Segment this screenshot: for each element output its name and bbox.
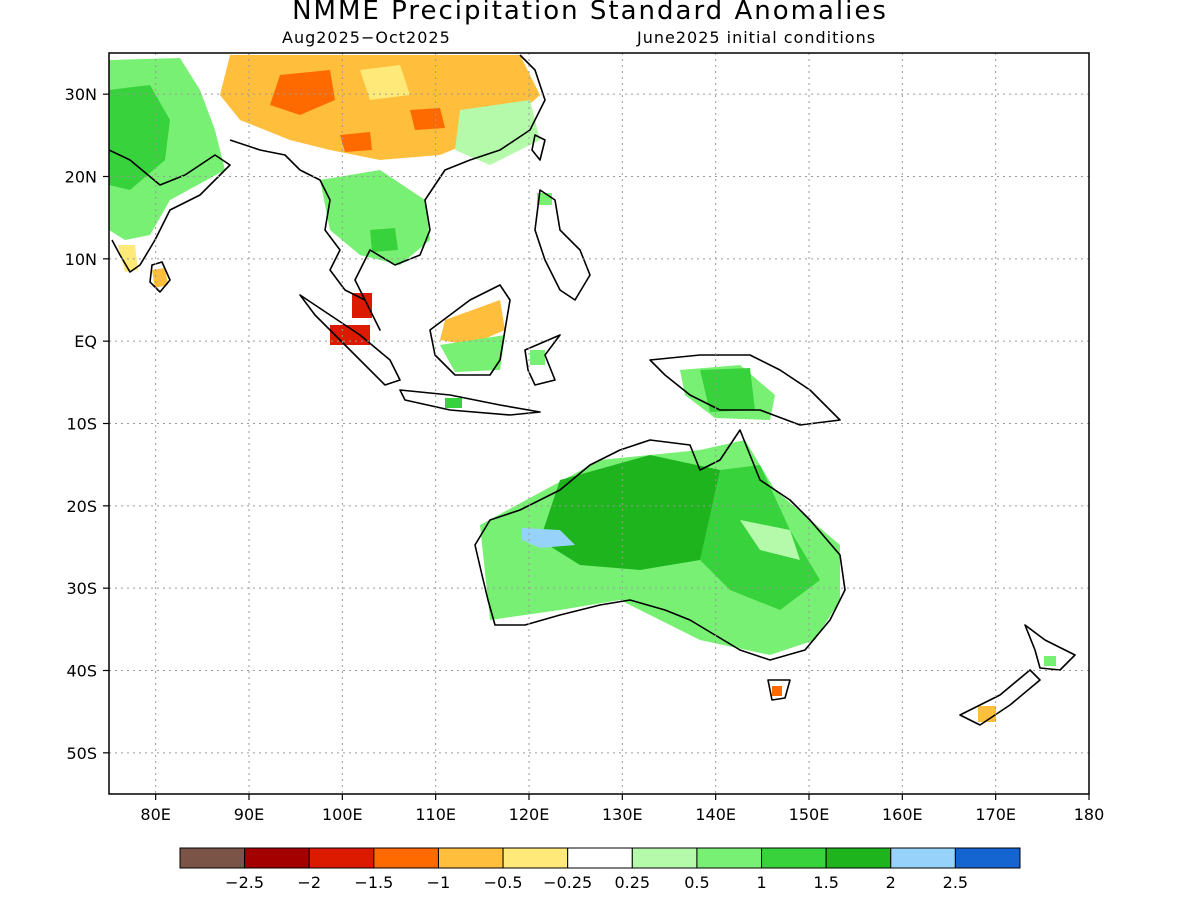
legend-swatch	[437, 847, 504, 869]
lat-tick-label: 20N	[65, 168, 97, 187]
india-coast	[109, 149, 231, 273]
lon-tick-label: 150E	[789, 805, 830, 824]
legend-swatch	[373, 847, 439, 869]
legend-swatch	[954, 847, 1021, 869]
legend-swatch	[308, 847, 375, 869]
legend-swatch	[631, 847, 698, 869]
borneo-coast	[429, 284, 511, 376]
philippines-coast	[534, 189, 591, 301]
sulawesi-coast	[524, 334, 561, 386]
lon-tick-label: 170E	[975, 805, 1016, 824]
legend-label: 2.5	[943, 873, 968, 892]
lat-tick-label: EQ	[74, 332, 97, 351]
lon-tick-label: 180	[1074, 805, 1105, 824]
tasmania-coast	[767, 679, 791, 701]
sumatra-coast	[299, 294, 401, 386]
india-wet-core	[109, 85, 170, 190]
mainland-se-asia-coast	[229, 54, 546, 331]
valid-period: Aug2025−Oct2025	[282, 28, 451, 47]
legend-label: −1.5	[354, 873, 393, 892]
nz-wet	[1044, 656, 1056, 666]
lat-tick-label: 30N	[65, 85, 97, 104]
south-china-wet	[455, 100, 540, 165]
legend-label: 1	[756, 873, 766, 892]
legend-swatch	[761, 847, 827, 869]
lon-tick-label: 100E	[322, 805, 363, 824]
legend-swatch	[179, 847, 246, 869]
tasmania-dry	[772, 686, 782, 696]
taiwan-coast	[531, 134, 546, 161]
lon-tick-label: 130E	[602, 805, 643, 824]
lat-tick-label: 10N	[65, 250, 97, 269]
sulawesi-wet	[530, 350, 545, 365]
china-dry-core-2	[410, 108, 445, 130]
lon-tick-label: 80E	[140, 805, 170, 824]
latitude-labels: 30N 20N 10N EQ 10S 20S 30S 40S 50S	[65, 85, 109, 763]
legend-label: 2	[886, 873, 896, 892]
lon-tick-label: 90E	[234, 805, 264, 824]
malaysia-dry	[352, 293, 372, 318]
color-legend-labels: −2.5 −2 −1.5 −1 −0.5 −0.25 0.25 0.5 1 1.5 2 2.5	[225, 873, 968, 892]
nz-north-coast	[1024, 624, 1076, 671]
australia-wet-core	[540, 455, 740, 570]
legend-swatch	[244, 847, 310, 869]
lat-tick-label: 10S	[66, 415, 97, 434]
legend-label: −2.5	[225, 873, 264, 892]
java-wet	[445, 398, 462, 408]
legend-label: 0.5	[684, 873, 709, 892]
lon-tick-label: 140E	[695, 805, 736, 824]
australia-wet-interior	[740, 520, 800, 560]
graticule	[109, 53, 1089, 794]
lat-tick-label: 30S	[66, 579, 97, 598]
lon-tick-label: 120E	[509, 805, 550, 824]
legend-swatch	[502, 847, 569, 869]
coastlines	[109, 54, 1076, 726]
initial-conditions: June2025 initial conditions	[637, 28, 877, 47]
longitude-labels: 80E 90E 100E 110E 120E 130E 140E 150E 160E 170E 18…	[140, 794, 1104, 824]
indochina-wet-core	[370, 228, 398, 252]
australia-coast	[474, 429, 846, 661]
legend-label: −1	[427, 873, 451, 892]
legend-swatch	[825, 847, 892, 869]
map-frame	[108, 52, 1090, 795]
legend-label: −0.25	[543, 873, 592, 892]
australia-wet-extreme	[522, 528, 575, 548]
legend-label: −2	[297, 873, 321, 892]
borneo-dry	[440, 300, 505, 345]
legend-label: 0.25	[614, 873, 650, 892]
borneo-wet	[440, 335, 505, 372]
china-dry-core	[270, 70, 335, 115]
china-dry-core-3	[340, 132, 372, 152]
legend-swatch	[567, 847, 633, 869]
legend-swatch	[696, 847, 763, 869]
legend-label: 1.5	[813, 873, 838, 892]
lon-tick-label: 160E	[882, 805, 923, 824]
color-legend	[179, 847, 1021, 869]
china-dry-light	[360, 65, 410, 100]
lat-tick-label: 50S	[66, 744, 97, 763]
new-guinea-coast	[649, 354, 841, 426]
lat-tick-label: 40S	[66, 662, 97, 681]
nz-south-coast	[959, 669, 1041, 726]
sri-lanka-coast	[149, 261, 171, 293]
map-title: NMME Precipitation Standard Anomalies	[292, 0, 888, 26]
new-guinea-wet-core	[700, 368, 755, 412]
anomaly-shading	[109, 55, 1056, 722]
legend-swatch	[890, 847, 956, 869]
java-coast	[399, 389, 541, 416]
legend-label: −0.5	[484, 873, 523, 892]
lat-tick-label: 20S	[66, 497, 97, 516]
indochina-wet	[320, 170, 430, 265]
lon-tick-label: 110E	[415, 805, 456, 824]
